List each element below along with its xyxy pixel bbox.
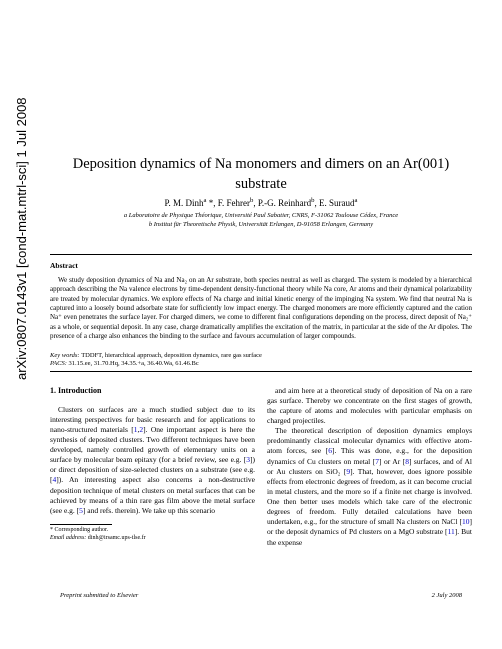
title-line-1: Deposition dynamics of Na monomers and d… xyxy=(73,156,450,172)
email-address: dinh@irsamc.ups-tlse.fr xyxy=(88,535,146,541)
affiliation-a: a Laboratoire de Physique Théorique, Uni… xyxy=(50,212,472,221)
body-columns: 1. Introduction Clusters on surfaces are… xyxy=(50,386,472,548)
page-footer: Preprint submitted to Elsevier 2 July 20… xyxy=(60,592,462,599)
pacs-text: 31.15.ee, 31.70.Hq, 34.35.+a, 36.40.Wa, … xyxy=(68,360,198,367)
footer-left: Preprint submitted to Elsevier xyxy=(60,592,138,599)
page-content: Deposition dynamics of Na monomers and d… xyxy=(50,0,472,548)
rule-bottom xyxy=(50,371,472,372)
column-right: and aim here at a theoretical study of d… xyxy=(267,386,472,548)
footnote-rule xyxy=(50,524,112,525)
cite-10[interactable]: 10 xyxy=(462,517,470,526)
paper-title: Deposition dynamics of Na monomers and d… xyxy=(50,155,472,194)
arxiv-identifier: arXiv:0807.0143v1 [cond-mat.mtrl-sci] 1 … xyxy=(14,97,29,380)
abstract-body: We study deposition dynamics of Na and N… xyxy=(50,276,472,342)
abstract-heading: Abstract xyxy=(50,261,472,270)
keywords-text: TDDFT, hierarchical approach, deposition… xyxy=(81,352,262,359)
affiliation-b: b Institut für Theoretische Physik, Univ… xyxy=(50,221,472,230)
section-1-heading: 1. Introduction xyxy=(50,386,255,397)
email-label: Email address: xyxy=(50,535,86,541)
column-left: 1. Introduction Clusters on surfaces are… xyxy=(50,386,255,548)
footnote-email: Email address: dinh@irsamc.ups-tlse.fr xyxy=(50,535,255,543)
footer-right: 2 July 2008 xyxy=(432,592,462,599)
title-line-2: substrate xyxy=(235,176,287,192)
rule-top xyxy=(50,254,472,255)
cite-1[interactable]: 1 xyxy=(134,425,138,434)
keywords-label: Key words: xyxy=(50,352,80,359)
pacs-label: PACS: xyxy=(50,360,67,367)
affiliations: a Laboratoire de Physique Théorique, Uni… xyxy=(50,212,472,230)
col1-paragraph: Clusters on surfaces are a much studied … xyxy=(50,405,255,516)
col2-paragraph-2: The theoretical description of depositio… xyxy=(267,426,472,548)
pacs-line: PACS: 31.15.ee, 31.70.Hq, 34.35.+a, 36.4… xyxy=(50,360,472,367)
col2-paragraph-1: and aim here at a theoretical study of d… xyxy=(267,386,472,427)
footnote-corresponding: * Corresponding author. xyxy=(50,527,255,535)
author-list: P. M. Dinha *, F. Fehrerb, P.-G. Reinhar… xyxy=(50,197,472,208)
keywords-line: Key words: TDDFT, hierarchical approach,… xyxy=(50,352,472,359)
cite-11[interactable]: 11 xyxy=(448,527,455,536)
